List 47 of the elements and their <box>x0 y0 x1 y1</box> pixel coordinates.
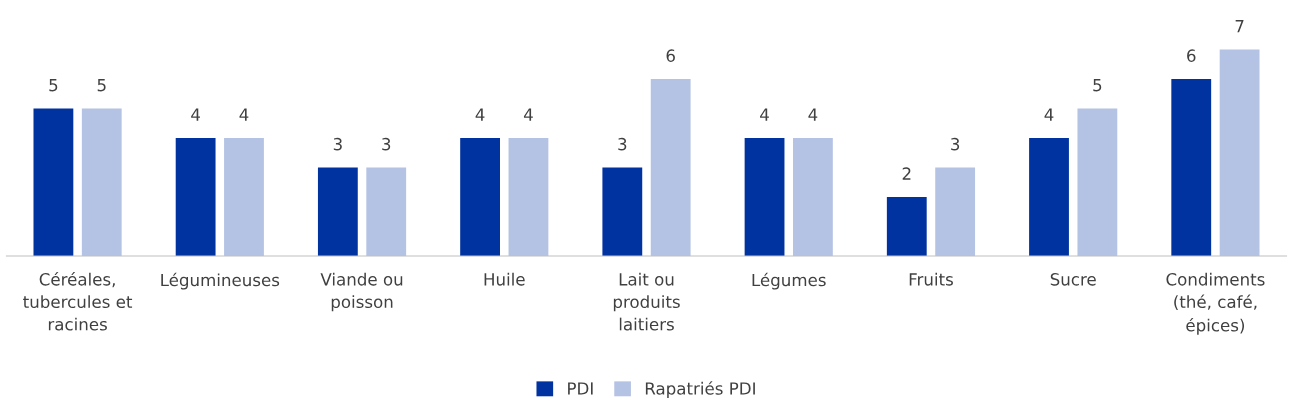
bar <box>886 197 927 257</box>
data-label: 5 <box>1093 79 1102 92</box>
data-label: 3 <box>951 137 960 151</box>
bar <box>33 108 74 257</box>
x-tick-label: Céréales, tubercules et racines <box>23 272 133 331</box>
data-label: 6 <box>1187 49 1196 62</box>
data-label: 3 <box>618 137 627 151</box>
bar <box>650 79 691 257</box>
data-label: 5 <box>49 79 58 92</box>
bar <box>224 138 264 257</box>
data-label: 5 <box>97 79 106 92</box>
bar <box>602 167 643 257</box>
bar <box>317 167 358 257</box>
legend-label: PDI <box>568 382 593 395</box>
data-label: 4 <box>808 108 818 121</box>
bar <box>175 138 216 257</box>
data-label: 4 <box>239 108 249 121</box>
data-label: 4 <box>1044 108 1054 121</box>
data-label: 2 <box>902 167 911 180</box>
x-tick-label: Viande ou poisson <box>320 272 403 312</box>
bar <box>1029 138 1069 257</box>
data-label: 4 <box>523 108 533 121</box>
bar <box>1077 108 1118 257</box>
x-tick-label: Condiments (thé, café, épices) <box>1166 272 1265 335</box>
bar <box>744 138 785 257</box>
bar <box>460 138 500 257</box>
data-label: 6 <box>666 49 675 62</box>
x-tick-label: Lait ou produits laitiers <box>613 272 680 331</box>
legend-label: Rapatriés PDI <box>645 381 755 398</box>
data-label: 4 <box>191 108 200 121</box>
bar <box>508 138 549 257</box>
x-tick-label: Légumineuses <box>161 272 280 290</box>
data-label: 4 <box>475 108 485 121</box>
data-label: 7 <box>1235 20 1244 33</box>
data-label: 3 <box>333 137 342 151</box>
bar <box>793 138 833 257</box>
bar <box>935 167 976 257</box>
data-label: 4 <box>760 108 769 121</box>
bar <box>1171 79 1212 257</box>
x-tick-label: Sucre <box>1050 273 1096 286</box>
data-label: 3 <box>382 137 391 151</box>
x-tick-label: Fruits <box>909 272 953 286</box>
x-tick-label: Légumes <box>752 272 826 290</box>
bar <box>366 167 407 257</box>
bar <box>81 108 122 257</box>
x-tick-label: Huile <box>484 272 525 286</box>
bar <box>1219 49 1260 257</box>
